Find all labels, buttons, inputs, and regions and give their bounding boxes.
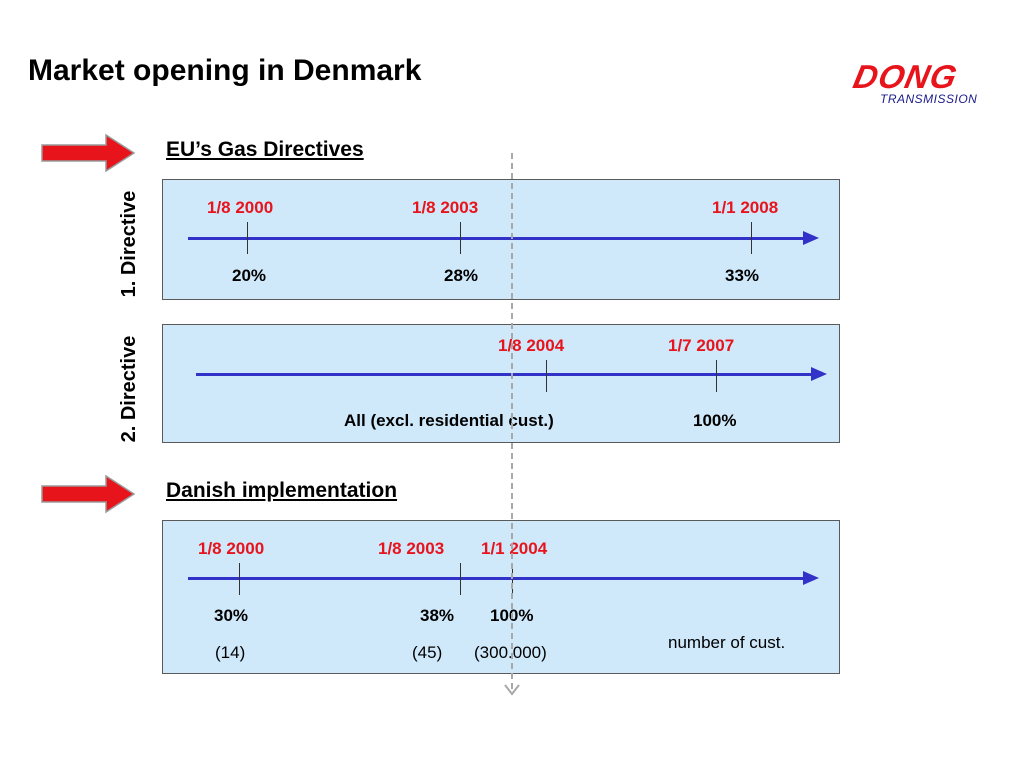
- timeline-arrowhead-icon: [811, 367, 827, 381]
- directive-1-timeline: [188, 237, 804, 240]
- dong-logo: DONG TRANSMISSION: [850, 58, 1012, 110]
- timeline-tick: [546, 360, 547, 392]
- dk-count-2004: (300.000): [474, 643, 547, 662]
- directive-2-label: 2. Directive: [118, 335, 140, 443]
- dashed-line-arrow-icon: [504, 684, 520, 696]
- timeline-arrowhead-icon: [803, 231, 819, 245]
- d1-value-2000: 20%: [232, 266, 267, 285]
- timeline-tick: [460, 222, 461, 254]
- reference-dashed-line: [511, 153, 513, 689]
- d1-value-2003: 28%: [444, 266, 479, 285]
- dk-value-2000: 30%: [214, 606, 249, 625]
- timeline-tick: [247, 222, 248, 254]
- directive-2-panel: [162, 324, 840, 443]
- timeline-arrowhead-icon: [803, 571, 819, 585]
- directive-2-timeline: [196, 373, 812, 376]
- d1-date-2003: 1/8 2003: [412, 198, 479, 217]
- pointer-arrow-icon: [41, 133, 136, 173]
- d2-value-2004: All (excl. residential cust.): [344, 411, 554, 430]
- logo-main-text: DONG: [850, 58, 962, 95]
- timeline-tick: [716, 360, 717, 392]
- dk-date-2004: 1/1 2004: [481, 539, 548, 558]
- slide-title: Market opening in Denmark: [28, 54, 422, 87]
- dk-count-2003: (45): [412, 643, 443, 662]
- danish-timeline: [188, 577, 804, 580]
- dk-date-2000: 1/8 2000: [198, 539, 265, 558]
- number-of-customers-note: number of cust.: [668, 633, 786, 652]
- d1-date-2008: 1/1 2008: [712, 198, 779, 217]
- eu-directives-heading: EU’s Gas Directives: [166, 138, 364, 161]
- danish-panel: [162, 520, 840, 674]
- logo-sub-text: TRANSMISSION: [880, 92, 978, 106]
- dk-count-2000: (14): [215, 643, 246, 662]
- d1-value-2008: 33%: [725, 266, 760, 285]
- dk-date-2003: 1/8 2003: [378, 539, 445, 558]
- timeline-tick: [239, 563, 240, 595]
- d2-date-2004: 1/8 2004: [498, 336, 565, 355]
- pointer-arrow-icon: [41, 474, 136, 514]
- dk-value-2003: 38%: [420, 606, 455, 625]
- d2-value-2007: 100%: [693, 411, 737, 430]
- d1-date-2000: 1/8 2000: [207, 198, 274, 217]
- d2-date-2007: 1/7 2007: [668, 336, 735, 355]
- timeline-tick: [460, 563, 461, 595]
- danish-implementation-heading: Danish implementation: [166, 479, 398, 502]
- timeline-tick: [751, 222, 752, 254]
